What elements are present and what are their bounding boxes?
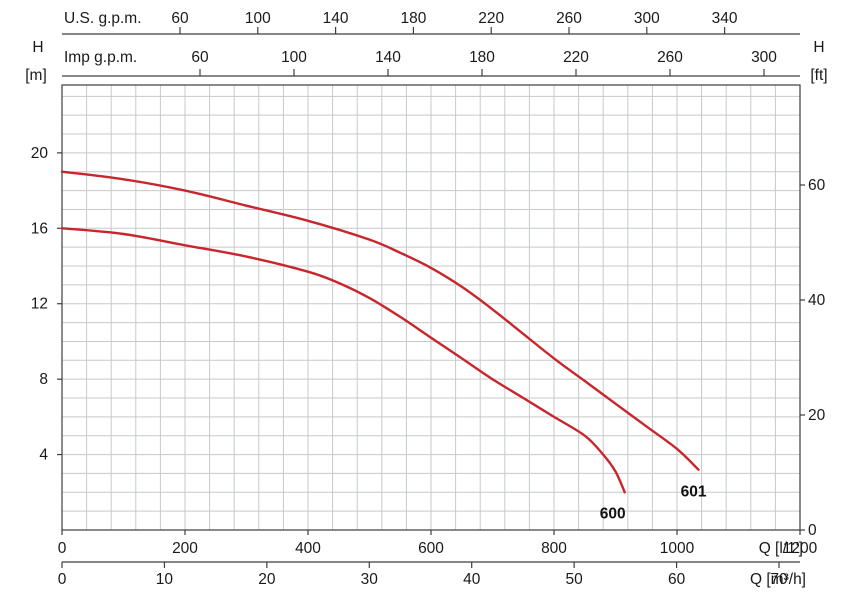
tick-l-min: 600	[418, 540, 444, 557]
curve-label-601: 601	[681, 484, 707, 501]
tick-us-gpm: 180	[400, 10, 426, 27]
axis-label-m3-h: Q [m³/h]	[750, 571, 806, 588]
tick-m3-h: 60	[668, 571, 686, 588]
curve-label-600: 600	[600, 505, 626, 522]
tick-us-gpm: 140	[323, 10, 349, 27]
tick-us-gpm: 100	[245, 10, 271, 27]
tick-us-gpm: 60	[171, 10, 189, 27]
axis-label-h-left: H	[32, 39, 43, 56]
tick-imp-gpm: 140	[375, 49, 401, 66]
tick-imp-gpm: 180	[469, 49, 495, 66]
tick-l-min: 0	[58, 540, 67, 557]
grid	[62, 85, 800, 530]
tick-imp-gpm: 60	[191, 49, 209, 66]
axis-top-imp-gpm: Imp g.p.m. 60 100 140 180 220 260 300	[62, 49, 800, 77]
tick-l-min: 1000	[660, 540, 695, 557]
tick-us-gpm: 260	[556, 10, 582, 27]
axis-unit-m: [m]	[25, 67, 47, 84]
tick-l-min: 800	[541, 540, 567, 557]
axis-unit-ft: [ft]	[810, 67, 827, 84]
tick-us-gpm: 340	[712, 10, 738, 27]
tick-imp-gpm: 100	[281, 49, 307, 66]
tick-us-gpm: 220	[478, 10, 504, 27]
axis-bottom-m3-h: 0 10 20 30 40 50 60 70Q [m³/h]	[58, 561, 806, 588]
tick-h-ft: 20	[808, 407, 826, 424]
tick-h-m: 20	[31, 145, 49, 162]
axis-label-l-min: Q [l/1']	[759, 540, 803, 557]
curve-600	[60, 227, 626, 494]
tick-h-ft: 60	[808, 177, 826, 194]
tick-l-min: 400	[295, 540, 321, 557]
curves: 601 600	[60, 170, 707, 522]
tick-h-m: 8	[39, 371, 48, 388]
tick-l-min: 1200	[783, 540, 818, 557]
tick-h-m: 12	[31, 296, 48, 313]
axis-right-h-ft: H [ft] 0 20 40 60	[800, 39, 828, 539]
tick-imp-gpm: 220	[563, 49, 589, 66]
tick-m3-h: 40	[463, 571, 481, 588]
tick-m3-h: 70	[770, 571, 788, 588]
tick-h-ft: 40	[808, 292, 826, 309]
curve-601	[60, 170, 700, 471]
tick-m3-h: 0	[58, 571, 67, 588]
tick-h-m: 16	[31, 220, 48, 237]
tick-m3-h: 10	[156, 571, 174, 588]
axis-label-us-gpm: U.S. g.p.m.	[64, 10, 142, 27]
axis-left-h-m: H [m] 4 8 12 16 20	[25, 39, 62, 464]
tick-imp-gpm: 300	[751, 49, 777, 66]
tick-l-min: 200	[172, 540, 198, 557]
tick-m3-h: 20	[258, 571, 276, 588]
axis-top-us-gpm: U.S. g.p.m. 60 100 140 180 220 260 300 340	[62, 10, 800, 35]
tick-h-m: 4	[39, 447, 48, 464]
tick-us-gpm: 300	[634, 10, 660, 27]
tick-h-ft: 0	[808, 522, 817, 539]
tick-m3-h: 30	[361, 571, 379, 588]
axis-label-imp-gpm: Imp g.p.m.	[64, 49, 137, 66]
axis-label-h-right: H	[813, 39, 824, 56]
tick-m3-h: 50	[566, 571, 584, 588]
tick-imp-gpm: 260	[657, 49, 683, 66]
